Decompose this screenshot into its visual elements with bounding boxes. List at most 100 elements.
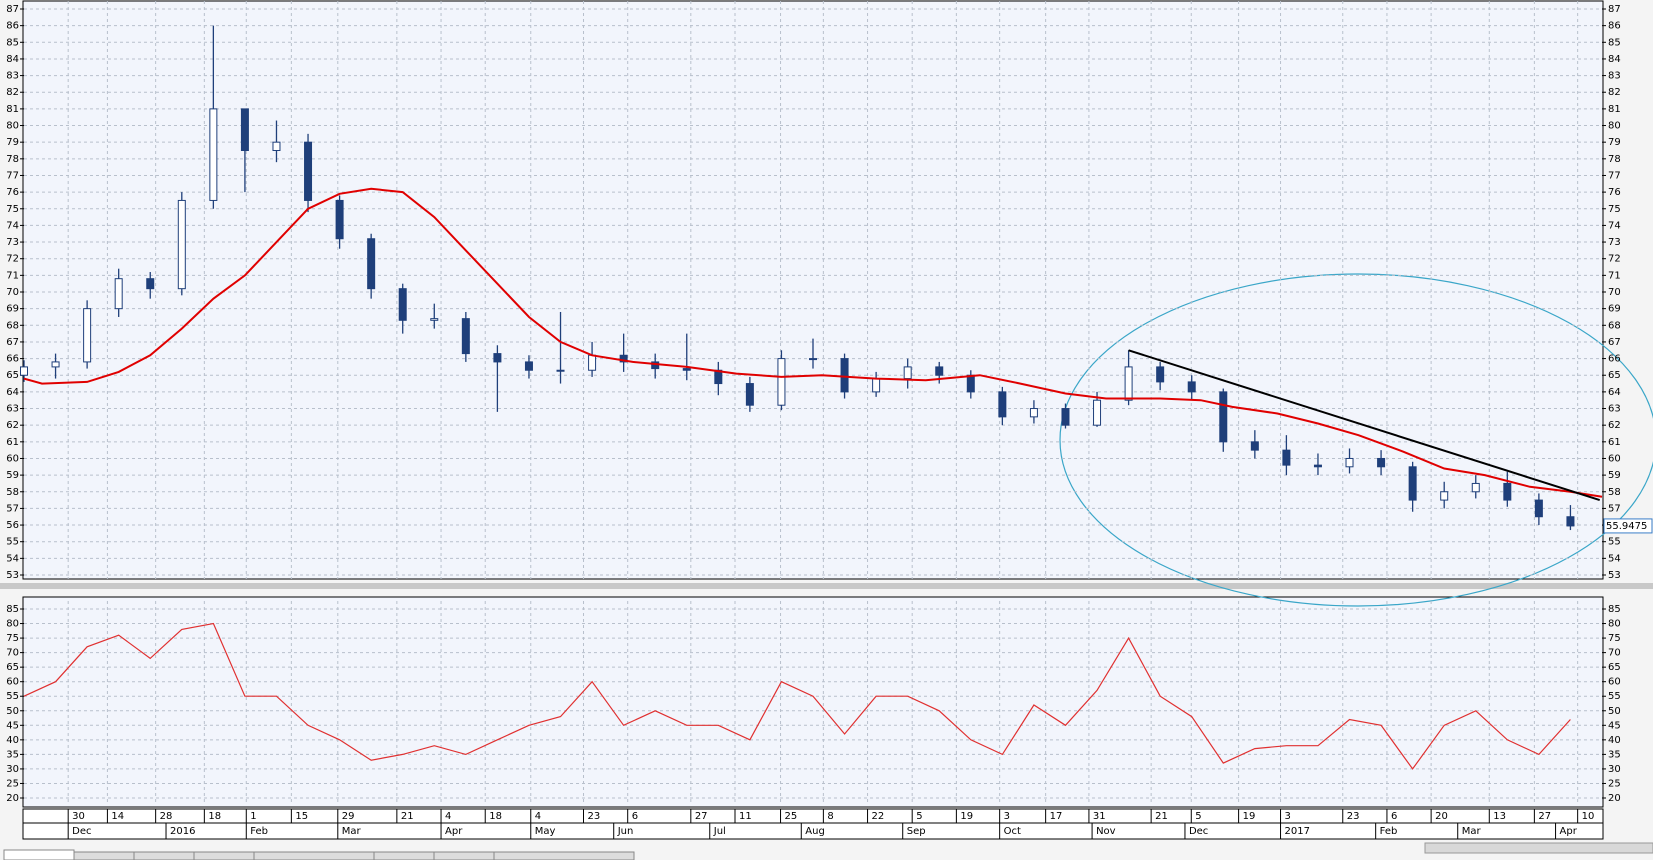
- y-tick-label: 65: [1608, 370, 1621, 381]
- x-tick-label: 4: [445, 811, 451, 822]
- candle-body: [1124, 366, 1133, 401]
- candle-body: [809, 358, 817, 361]
- y-tick-label: 25: [6, 778, 19, 789]
- candle-body: [1471, 482, 1480, 493]
- candle-body: [588, 354, 597, 371]
- y-tick-label: 69: [1608, 304, 1621, 315]
- month-label: Jul: [713, 826, 726, 837]
- candle-body: [1250, 441, 1259, 451]
- y-tick-label: 40: [1608, 735, 1621, 746]
- y-tick-label: 73: [6, 237, 19, 248]
- x-tick-label: 8: [827, 811, 833, 822]
- y-tick-label: 58: [1608, 487, 1621, 498]
- candle-body: [998, 391, 1007, 418]
- x-tick-label: 6: [632, 811, 638, 822]
- candle-body: [1534, 499, 1543, 518]
- x-tick-label: 25: [785, 811, 798, 822]
- x-tick-label: 4: [535, 811, 541, 822]
- y-tick-label: 80: [1608, 619, 1621, 630]
- tab[interactable]: [3, 849, 75, 860]
- candle-body: [1408, 466, 1417, 501]
- y-tick-label: 53: [6, 570, 19, 581]
- month-label: Feb: [250, 826, 268, 837]
- candle-body: [177, 199, 186, 290]
- y-tick-label: 53: [1608, 570, 1621, 581]
- y-tick-label: 70: [6, 648, 19, 659]
- y-tick-label: 78: [1608, 154, 1621, 165]
- y-tick-label: 54: [1608, 553, 1621, 564]
- scrollbar[interactable]: [1424, 842, 1653, 854]
- candle-body: [335, 199, 344, 240]
- candle-body: [524, 361, 533, 371]
- y-tick-label: 81: [6, 104, 19, 115]
- y-tick-label: 66: [6, 354, 19, 365]
- candle-body: [1313, 464, 1322, 468]
- x-tick-label: 18: [208, 811, 221, 822]
- y-tick-label: 72: [1608, 254, 1621, 265]
- tab[interactable]: [73, 851, 135, 860]
- y-tick-label: 81: [1608, 104, 1621, 115]
- y-tick-label: 20: [1608, 793, 1621, 804]
- x-tick-label: 22: [872, 811, 885, 822]
- y-tick-label: 68: [1608, 320, 1621, 331]
- candle-body: [1377, 457, 1386, 468]
- tab[interactable]: [433, 851, 495, 860]
- y-tick-label: 67: [6, 337, 19, 348]
- month-label: Mar: [342, 826, 362, 837]
- y-tick-label: 75: [1608, 204, 1621, 215]
- y-tick-label: 35: [6, 749, 19, 760]
- tab[interactable]: [193, 851, 255, 860]
- y-tick-label: 55: [6, 691, 19, 702]
- x-tick-label: 11: [739, 811, 752, 822]
- y-tick-label: 83: [1608, 71, 1621, 82]
- y-tick-label: 55: [6, 537, 19, 548]
- candle-body: [1029, 408, 1038, 418]
- y-tick-label: 64: [6, 387, 19, 398]
- tab[interactable]: [493, 851, 635, 860]
- tab[interactable]: [133, 851, 195, 860]
- month-label: 2016: [170, 826, 195, 837]
- y-tick-label: 82: [1608, 87, 1621, 98]
- y-tick-label: 84: [6, 54, 19, 65]
- trend-line: [1128, 349, 1601, 502]
- tab[interactable]: [373, 851, 435, 860]
- candle-body: [114, 278, 123, 310]
- x-tick-label: 10: [1582, 811, 1595, 822]
- y-tick-label: 63: [6, 404, 19, 415]
- y-tick-label: 77: [6, 170, 19, 181]
- y-tick-label: 75: [6, 633, 19, 644]
- y-tick-label: 57: [1608, 503, 1621, 514]
- month-label: Sep: [907, 826, 926, 837]
- y-tick-label: 62: [1608, 420, 1621, 431]
- candle-body: [682, 368, 691, 371]
- y-tick-label: 61: [6, 437, 19, 448]
- y-tick-label: 59: [6, 470, 19, 481]
- candle-body: [935, 366, 944, 376]
- x-tick-label: 3: [1285, 811, 1291, 822]
- moving-average: [23, 187, 1603, 498]
- y-tick-label: 84: [1608, 54, 1621, 65]
- y-tick-label: 73: [1608, 237, 1621, 248]
- y-tick-label: 80: [1608, 121, 1621, 132]
- candle-body: [1219, 391, 1228, 443]
- rsi-line: [23, 622, 1571, 770]
- candle-body: [1566, 516, 1575, 527]
- month-label: Mar: [1462, 826, 1482, 837]
- price-panel: [22, 0, 1604, 580]
- y-tick-label: 86: [1608, 21, 1621, 32]
- y-tick-label: 58: [6, 487, 19, 498]
- x-tick-label: 19: [960, 811, 973, 822]
- candle-body: [556, 369, 565, 372]
- y-tick-label: 85: [1608, 604, 1621, 615]
- x-tick-label: 3: [1004, 811, 1010, 822]
- y-tick-label: 64: [1608, 387, 1621, 398]
- y-tick-label: 82: [6, 87, 19, 98]
- tab[interactable]: [253, 851, 375, 860]
- y-tick-label: 75: [1608, 633, 1621, 644]
- month-label: 2017: [1285, 826, 1310, 837]
- candle-body: [272, 141, 281, 151]
- y-tick-label: 87: [6, 4, 19, 15]
- month-label: Oct: [1004, 826, 1021, 837]
